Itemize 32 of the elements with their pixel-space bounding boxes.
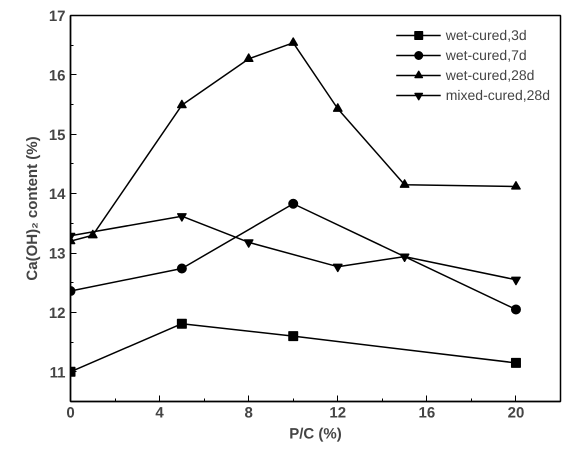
point [510, 358, 521, 368]
y-tick-label: 14 [48, 186, 66, 204]
y-tick-label: 11 [50, 364, 66, 382]
y-tick-label: 17 [48, 8, 66, 25]
y-tick-label: 12 [48, 304, 66, 322]
point [510, 304, 521, 314]
x-tick-label: 4 [155, 404, 164, 422]
point [176, 318, 187, 329]
point [510, 180, 521, 190]
x-tick-label: 0 [66, 404, 75, 422]
point [176, 99, 187, 108]
x-tick-label: 12 [329, 404, 346, 422]
point [288, 198, 298, 209]
point [176, 263, 187, 274]
y-tick-label: 15 [48, 126, 66, 144]
point [288, 331, 298, 342]
x-tick-label: 20 [508, 404, 524, 422]
legend-label: mixed-cured,28d [446, 87, 550, 103]
x-tick-label: 16 [418, 404, 436, 422]
legend-label: wet-cured,3d [446, 27, 527, 43]
legend-label: wet-cured,28d [446, 67, 534, 83]
point [400, 179, 410, 188]
legend-label: wet-cured,7d [446, 47, 527, 63]
y-tick-label: 16 [48, 67, 66, 84]
x-axis-title: P/C (%) [289, 426, 342, 442]
point [244, 53, 254, 62]
point [332, 103, 343, 112]
y-axis-title: Ca(OH)₂ content (%) [24, 136, 41, 281]
point [88, 230, 98, 238]
point [288, 37, 298, 46]
y-tick-label: 13 [48, 246, 66, 263]
x-tick-label: 8 [244, 404, 253, 422]
